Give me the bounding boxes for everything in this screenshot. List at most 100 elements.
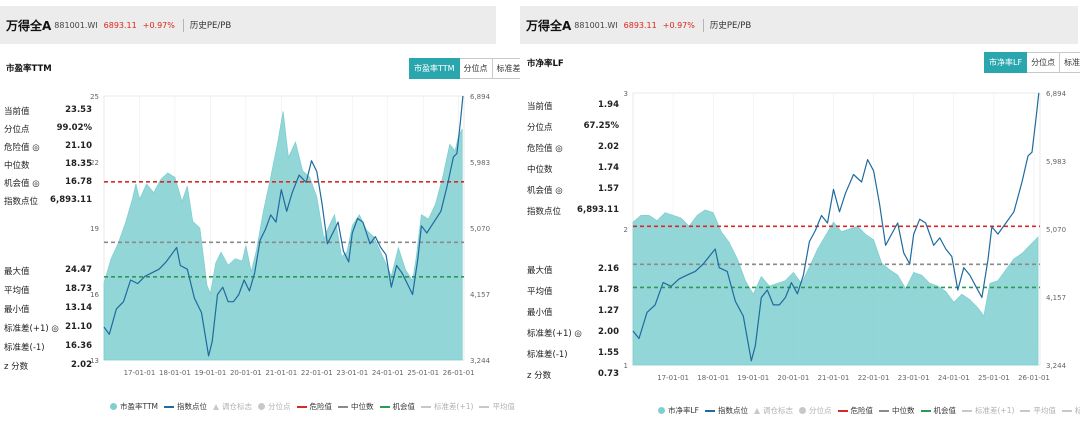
stat-value: 6,893.11: [577, 205, 619, 215]
stat-value: 21.10: [65, 322, 92, 332]
view-tabs: 市盈率TTM 分位点 标准差: [409, 58, 526, 79]
stat-value: 23.53: [65, 105, 92, 115]
stat-value: 21.10: [65, 141, 92, 151]
stat-row-index-level: 指数点位 6,893.11: [4, 195, 92, 209]
header-divider: [702, 18, 704, 32]
index-code: 881001.WI: [54, 20, 98, 30]
legend-item[interactable]: 指数点位: [164, 401, 207, 412]
history-pe-pb-link[interactable]: 历史PE/PB: [709, 21, 752, 31]
legend-item[interactable]: 市盈率TTM: [110, 401, 158, 412]
stat-label: 当前值: [4, 107, 30, 117]
tab-pb-lf[interactable]: 市净率LF: [984, 52, 1028, 73]
y-left-tick-label: 13: [90, 357, 99, 365]
stat-value: 1.55: [598, 348, 619, 358]
legend-item[interactable]: 危险值: [296, 401, 332, 412]
tab-percentile[interactable]: 分位点: [459, 58, 493, 79]
stat-row-danger[interactable]: 危险值 ◎ 21.10: [4, 141, 92, 155]
stat-row-opportunity[interactable]: 机会值 ◎ 1.57: [527, 184, 619, 198]
x-tick-label: 17-01-01: [657, 374, 689, 382]
legend-swatch-icon: [296, 405, 307, 408]
legend-item[interactable]: 标准差(-1): [1061, 405, 1080, 416]
y-left-tick-label: 3: [624, 90, 628, 98]
y-left-tick-label: 19: [90, 225, 99, 233]
x-tick-label: 25-01-01: [407, 369, 439, 377]
legend-label: 市净率LF: [668, 406, 699, 415]
stat-row-std-minus: 标准差(-1) 1.55: [527, 348, 619, 362]
stat-row-max: 最大值 2.16: [527, 264, 619, 278]
stat-label: 中位数: [4, 161, 30, 171]
x-tick-label: 23-01-01: [336, 369, 368, 377]
y-right-tick-label: 4,157: [470, 291, 490, 299]
y-left-tick-label: 1: [624, 362, 628, 370]
y-right-tick-label: 5,983: [470, 159, 490, 167]
tab-std-dev[interactable]: 标准差: [1060, 52, 1080, 73]
legend-label: 指数点位: [177, 402, 208, 411]
legend-swatch-icon: [338, 405, 349, 408]
index-level-line: [103, 95, 464, 357]
stat-label: 最大值: [4, 267, 30, 277]
legend-item[interactable]: 机会值: [379, 401, 415, 412]
x-tick-label: 21-01-01: [818, 374, 850, 382]
legend-swatch-icon: [920, 409, 931, 412]
x-tick-label: 19-01-01: [195, 369, 227, 377]
legend-item[interactable]: 标准差(+1): [962, 405, 1014, 416]
stat-value: 1.27: [598, 306, 619, 316]
pe-ttm-chart[interactable]: 17-01-01 18-01-01 19-01-01 20-01-01 21-01-01…: [0, 0, 498, 440]
stats-top: 当前值 1.94 分位点 67.25% 危险值 ◎ 2.02 中位数 1.74 机会值 …: [527, 100, 619, 218]
pb-lf-chart[interactable]: 17-01-01 18-01-01 19-01-01 20-01-01 21-01-01…: [520, 0, 1080, 440]
legend-label: 中位数: [351, 402, 374, 411]
legend-item[interactable]: 机会值: [920, 405, 956, 416]
stat-row-opportunity[interactable]: 机会值 ◎ 16.78: [4, 177, 92, 191]
legend-item[interactable]: 中位数: [879, 405, 915, 416]
stat-row-z-score: z 分数 2.02: [4, 360, 92, 374]
stat-value: 2.16: [598, 264, 619, 274]
legend-item[interactable]: 市净率LF: [658, 405, 699, 416]
legend-swatch-icon: [258, 403, 266, 410]
index-header: 万得全A 881001.WI 6893.11 +0.97% 历史PE/PB: [0, 6, 496, 44]
stat-value: 1.78: [598, 285, 619, 295]
legend-item[interactable]: 分位点: [799, 405, 832, 416]
tab-percentile[interactable]: 分位点: [1027, 52, 1061, 73]
x-tick-label: 18-01-01: [697, 374, 729, 382]
legend-item[interactable]: 平均值: [479, 401, 515, 412]
tab-pe-ttm[interactable]: 市盈率TTM: [409, 58, 460, 79]
stat-label: 指数点位: [527, 207, 562, 217]
x-tick-label: 26-01-01: [1018, 374, 1050, 382]
stat-row-danger[interactable]: 危险值 ◎ 2.02: [527, 142, 619, 156]
stat-row-std-plus[interactable]: 标准差(+1) ◎ 21.10: [4, 322, 92, 336]
pb-panel: 万得全A 881001.WI 6893.11 +0.97% 历史PE/PB 市净…: [520, 0, 1080, 440]
legend-item[interactable]: 中位数: [338, 401, 374, 412]
x-tick-label: 26-01-01: [443, 369, 475, 377]
legend-item[interactable]: 危险值: [837, 405, 873, 416]
legend-item[interactable]: 分位点: [258, 401, 291, 412]
stat-value: 67.25%: [583, 121, 619, 131]
legend-swatch-icon: [213, 403, 220, 410]
stat-label: 当前值: [527, 102, 553, 112]
legend-item[interactable]: 指数点位: [705, 405, 748, 416]
legend-item[interactable]: 调仓标志: [754, 405, 793, 416]
stat-row-std-plus[interactable]: 标准差(+1) ◎ 2.00: [527, 327, 619, 341]
x-tick-label: 22-01-01: [858, 374, 890, 382]
legend-item[interactable]: 调仓标志: [213, 401, 252, 412]
stat-value: 2.00: [598, 327, 619, 337]
legend-label: 调仓标志: [222, 402, 253, 411]
stat-value: 2.02: [598, 142, 619, 152]
legend-label: 分位点: [268, 402, 291, 411]
stat-label: 最小值: [4, 305, 30, 315]
stat-value: 18.35: [65, 159, 92, 169]
legend-item[interactable]: 标准差(+1): [421, 401, 473, 412]
legend-label: 中位数: [892, 406, 915, 415]
stat-value: 1.94: [598, 100, 619, 110]
view-tabs: 市净率LF 分位点 标准差: [984, 52, 1080, 73]
stat-row-percentile: 分位点 99.02%: [4, 123, 92, 137]
index-price: 6893.11: [103, 20, 137, 30]
valuation-area-series: [103, 111, 463, 361]
legend-label: 标准差(+1): [975, 406, 1015, 415]
y-right-tick-label: 5,070: [470, 225, 490, 233]
stat-label: 最小值: [527, 308, 553, 318]
stat-row-current: 当前值 23.53: [4, 105, 92, 119]
stat-value: 0.73: [598, 369, 619, 379]
legend-item[interactable]: 平均值: [1020, 405, 1056, 416]
history-pe-pb-link[interactable]: 历史PE/PB: [189, 21, 232, 31]
stat-label: 指数点位: [4, 197, 39, 207]
